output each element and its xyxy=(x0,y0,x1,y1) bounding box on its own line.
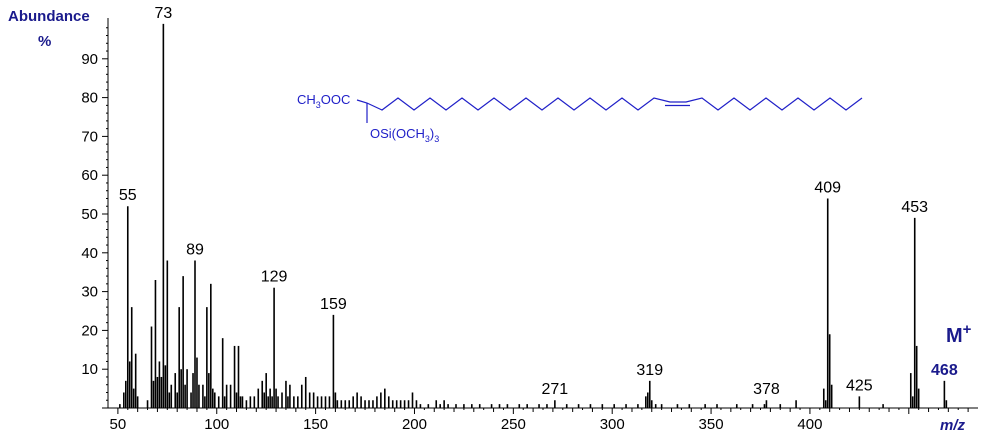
y-tick-label: 30 xyxy=(81,284,98,301)
peak-label: 378 xyxy=(753,381,780,398)
molecular-ion-label: M+ xyxy=(946,321,972,347)
peak-label: 453 xyxy=(901,199,928,216)
spectrum-peaks xyxy=(119,23,948,408)
x-tick-label: 100 xyxy=(204,416,229,433)
y-tick-label: 40 xyxy=(81,245,98,262)
x-tick-label: 350 xyxy=(699,416,724,433)
y-tick-label: 10 xyxy=(81,361,98,378)
x-tick-label: 400 xyxy=(797,416,822,433)
ester-group-label: CH3OOC xyxy=(297,92,350,110)
y-tick-label: 70 xyxy=(81,128,98,145)
y-tick-label: 50 xyxy=(81,206,98,223)
y-tick-label: 20 xyxy=(81,322,98,339)
peak-label: 425 xyxy=(846,377,873,394)
x-tick-label: 150 xyxy=(303,416,328,433)
x-tick-label: 300 xyxy=(600,416,625,433)
alkyl-chain xyxy=(356,97,863,111)
y-axis-unit: % xyxy=(38,33,51,50)
x-tick-label: 250 xyxy=(501,416,526,433)
peak-label: 73 xyxy=(154,5,172,22)
y-tick-label: 80 xyxy=(81,90,98,107)
chemical-structure: CH3OOC OSi(OCH3)3 xyxy=(297,92,863,144)
peak-labels: 55 73 89 129 159 271 319 378 409 425 453 468 xyxy=(119,5,958,398)
peak-label: 159 xyxy=(320,296,347,313)
peak-label: 89 xyxy=(186,242,204,259)
peak-label: 129 xyxy=(261,269,288,286)
peak-label: 55 xyxy=(119,187,137,204)
peak-label: 468 xyxy=(931,362,958,379)
x-tick-label: 200 xyxy=(402,416,427,433)
peak-label: 409 xyxy=(814,179,841,196)
y-axis-title: Abundance xyxy=(8,8,90,25)
substituent-label: OSi(OCH3)3 xyxy=(370,126,439,144)
tick-marks: 10 20 30 40 50 60 70 80 90 50 100 150 200 250 300 350 40… xyxy=(81,27,969,433)
peak-label: 319 xyxy=(636,362,663,379)
x-tick-label: 50 xyxy=(110,416,127,433)
y-tick-label: 90 xyxy=(81,51,98,68)
peak-label: 271 xyxy=(542,381,569,398)
y-tick-label: 60 xyxy=(81,167,98,184)
x-axis-title: m/z xyxy=(940,417,966,434)
